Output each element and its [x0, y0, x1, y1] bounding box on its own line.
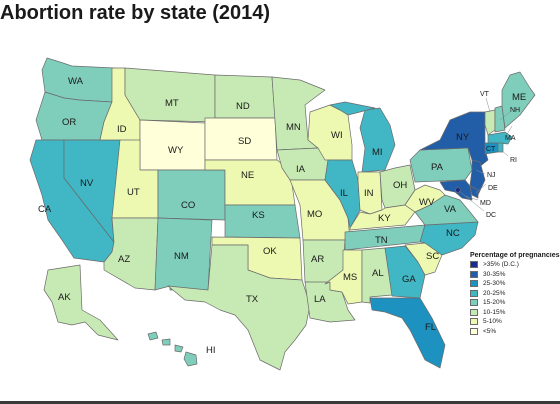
state-NH[interactable]	[494, 105, 506, 133]
label-TN: TN	[375, 235, 388, 246]
label-IA: IA	[296, 164, 306, 175]
legend-label: 20-25%	[483, 289, 506, 297]
legend-item: 5-10%	[470, 317, 560, 327]
label-NC: NC	[446, 228, 460, 239]
state-MI-UP[interactable]	[329, 101, 376, 116]
state-AK[interactable]	[43, 264, 119, 341]
state-MI[interactable]	[359, 107, 396, 173]
legend-swatch	[470, 308, 478, 316]
legend-label: >35% (D.C.)	[483, 261, 519, 269]
state-WV[interactable]	[404, 184, 446, 213]
legend-label: 30-35%	[483, 270, 506, 278]
label-TX: TX	[246, 294, 259, 305]
legend-item: <5%	[470, 327, 560, 337]
legend-item: 10-15%	[470, 308, 560, 318]
state-NM[interactable]	[154, 217, 213, 291]
label-AZ: AZ	[118, 254, 130, 265]
state-TX[interactable]	[167, 244, 311, 371]
legend-item: >35% (D.C.)	[470, 260, 560, 270]
legend-label: 15-20%	[483, 299, 506, 307]
legend: Percentage of pregnancies aborted (2014)…	[470, 252, 560, 336]
label-OR: OR	[62, 117, 76, 128]
label-WA: WA	[68, 76, 84, 87]
legend-label: 5-10%	[483, 318, 502, 326]
label-MO: MO	[307, 209, 322, 220]
label-CT: CT	[486, 146, 496, 153]
legend-item: 15-20%	[470, 298, 560, 308]
label-NE: NE	[241, 170, 254, 181]
legend-swatch	[470, 318, 478, 326]
legend-swatch	[470, 270, 478, 278]
state-RI[interactable]	[497, 142, 504, 153]
state-MT[interactable]	[124, 67, 216, 123]
label-FL: FL	[425, 322, 436, 333]
label-WV: WV	[419, 197, 435, 208]
bottom-border	[0, 401, 560, 404]
label-MI: MI	[372, 147, 383, 158]
label-HI: HI	[206, 345, 216, 356]
label-MD: MD	[480, 200, 491, 207]
label-KY: KY	[378, 213, 391, 224]
label-AK: AK	[58, 292, 71, 303]
legend-item: 20-25%	[470, 289, 560, 299]
label-IN: IN	[364, 188, 374, 199]
legend-item: 25-30%	[470, 279, 560, 289]
legend-label: 25-30%	[483, 280, 506, 288]
label-VT: VT	[480, 91, 490, 98]
legend-item: 30-35%	[470, 270, 560, 280]
label-SC: SC	[426, 251, 439, 262]
label-AL: AL	[372, 268, 384, 279]
legend-swatch	[470, 261, 478, 269]
label-AR: AR	[311, 254, 324, 265]
state-DE[interactable]	[469, 185, 479, 199]
label-NM: NM	[174, 251, 189, 262]
label-MS: MS	[343, 272, 357, 283]
label-UT: UT	[127, 187, 140, 198]
label-NH: NH	[510, 107, 520, 114]
legend-swatch	[470, 280, 478, 288]
label-WY: WY	[168, 145, 184, 156]
legend-swatch	[470, 289, 478, 297]
state-VT[interactable]	[484, 109, 496, 136]
label-WI: WI	[331, 130, 343, 141]
label-PA: PA	[431, 162, 444, 173]
label-OK: OK	[263, 246, 277, 257]
label-LA: LA	[314, 294, 326, 305]
legend-swatch	[470, 299, 478, 307]
legend-swatch	[470, 327, 478, 335]
legend-label: 10-15%	[483, 308, 506, 316]
state-KY[interactable]	[349, 204, 416, 231]
label-ME: ME	[512, 92, 526, 103]
state-labels: WA OR CA NV ID MT WY UT AZ CO NM ND SD N…	[38, 76, 526, 356]
label-MT: MT	[165, 98, 179, 109]
label-RI: RI	[510, 157, 517, 164]
label-CO: CO	[181, 200, 195, 211]
state-CO[interactable]	[157, 169, 226, 221]
state-ME[interactable]	[501, 71, 536, 129]
label-CA: CA	[38, 204, 52, 215]
label-IL: IL	[340, 188, 348, 199]
label-VA: VA	[444, 204, 457, 215]
label-KS: KS	[252, 210, 265, 221]
label-DC: DC	[486, 212, 496, 219]
label-DE: DE	[488, 185, 498, 192]
legend-title: Percentage of pregnancies aborted (2014)	[470, 252, 560, 259]
label-NV: NV	[80, 178, 94, 189]
label-ND: ND	[236, 101, 250, 112]
label-MA: MA	[505, 135, 516, 142]
label-ID: ID	[117, 124, 127, 135]
state-HI[interactable]	[147, 331, 198, 367]
legend-items: >35% (D.C.) 30-35% 25-30% 20-25% 15-20% …	[470, 260, 560, 336]
map-title: Abortion rate by state (2014)	[0, 2, 271, 24]
label-MN: MN	[286, 122, 301, 133]
legend-label: <5%	[483, 327, 497, 335]
label-GA: GA	[402, 274, 416, 285]
label-NJ: NJ	[487, 172, 496, 179]
callout-lines	[458, 97, 513, 212]
state-FL[interactable]	[369, 297, 446, 369]
label-SD: SD	[238, 136, 251, 147]
label-NY: NY	[456, 132, 470, 143]
label-OH: OH	[393, 180, 407, 191]
